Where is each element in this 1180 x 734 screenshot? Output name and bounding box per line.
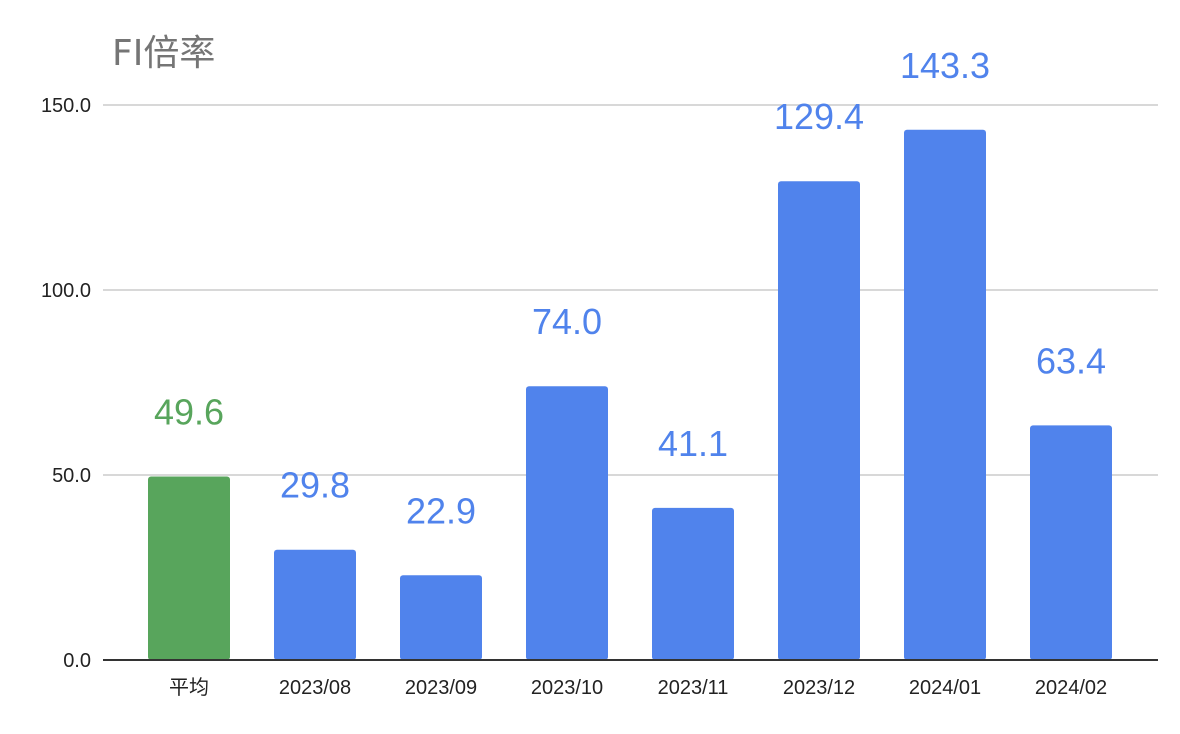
bar	[526, 386, 608, 660]
x-axis-tick-labels: 平均 2023/08 2023/09 2023/10 2023/11 2023/12 202…	[169, 676, 1107, 699]
y-tick-label: 100.0	[41, 280, 91, 302]
gridlines	[103, 104, 1158, 476]
x-tick-label: 2023/12	[783, 677, 855, 699]
y-tick-label: 0.0	[63, 650, 91, 672]
data-label: 74.0	[532, 301, 602, 342]
data-label: 29.8	[280, 465, 350, 506]
data-label: 143.3	[900, 45, 990, 86]
x-tick-label: 2023/08	[279, 677, 351, 699]
bar	[778, 181, 860, 660]
x-tick-label: 2024/02	[1035, 677, 1107, 699]
bar	[1030, 425, 1112, 660]
bar	[400, 575, 482, 660]
bar	[148, 476, 230, 660]
bars	[148, 129, 1112, 661]
x-tick-label: 2023/11	[658, 677, 729, 699]
y-axis-tick-labels: 0.0 50.0 100.0 150.0	[41, 95, 91, 672]
data-label: 22.9	[406, 490, 476, 531]
bar	[652, 507, 734, 660]
x-tick-label: 2023/10	[531, 677, 603, 699]
x-tick-label: 2024/01	[909, 677, 981, 699]
bar	[274, 549, 356, 660]
data-label: 129.4	[774, 96, 864, 137]
y-tick-label: 150.0	[41, 95, 91, 117]
data-label: 41.1	[658, 423, 728, 464]
data-label: 49.6	[154, 391, 224, 432]
x-tick-label: 2023/09	[405, 677, 477, 699]
y-tick-label: 50.0	[52, 465, 91, 487]
data-label: 63.4	[1036, 340, 1106, 381]
x-tick-label: 平均	[169, 676, 209, 699]
bar	[904, 129, 986, 661]
chart-title: FI倍率	[112, 33, 216, 74]
data-labels: 49.6 29.8 22.9 74.0 41.1 129.4 143.3 63.4	[154, 45, 1106, 531]
